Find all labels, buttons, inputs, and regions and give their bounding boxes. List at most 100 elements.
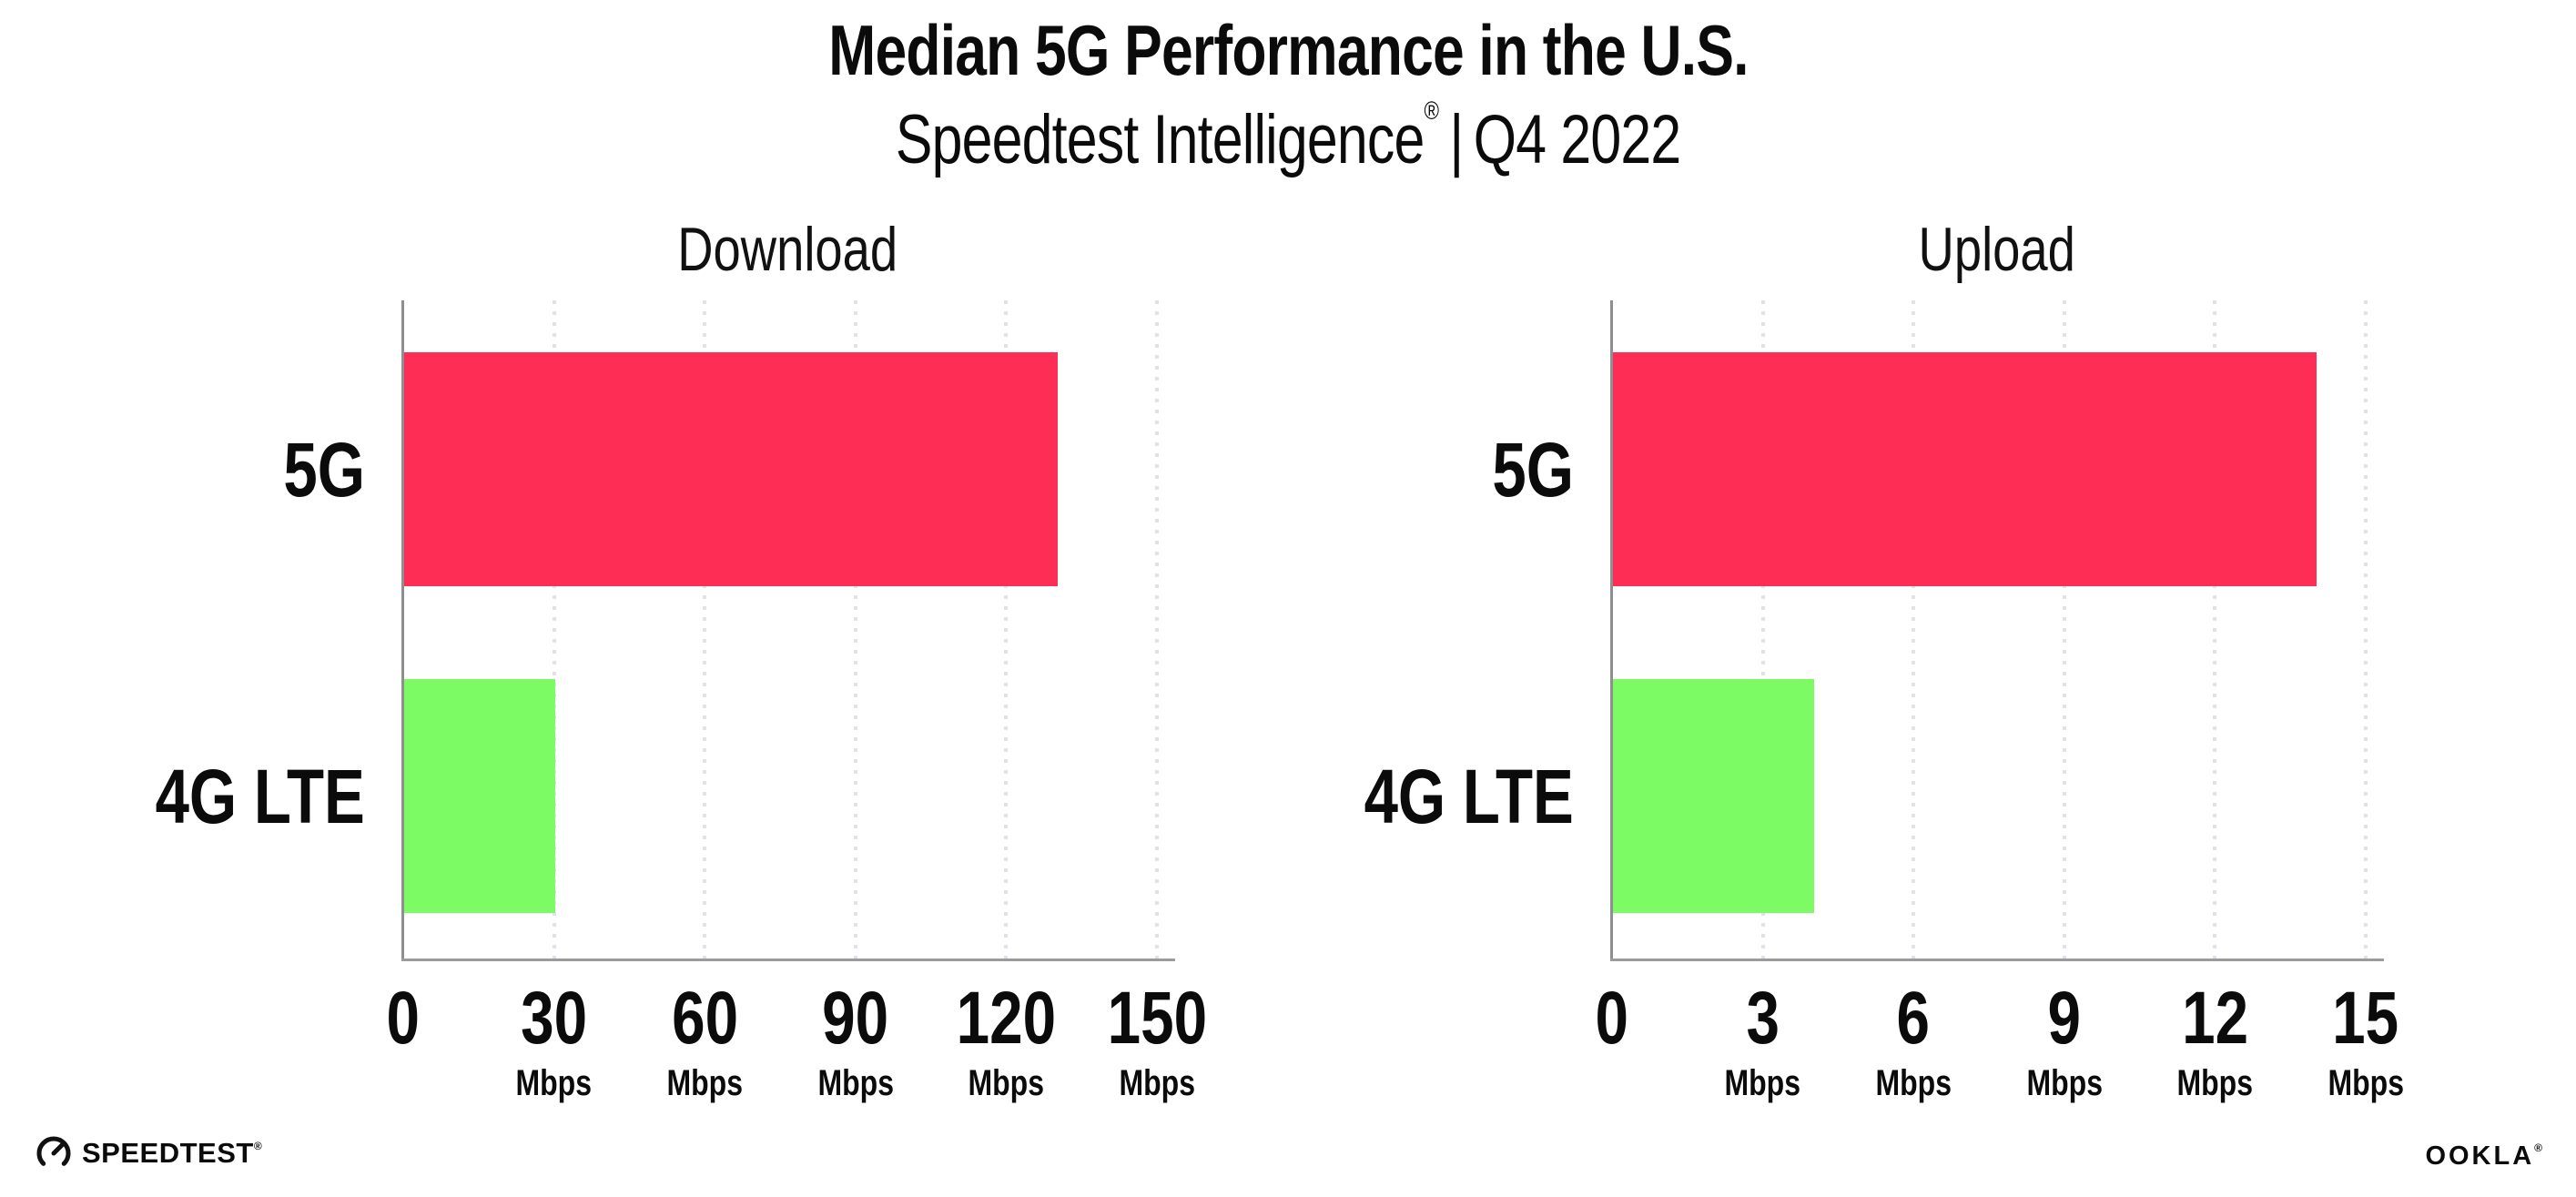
x-tick-unit: Mbps (1804, 1065, 2023, 1101)
x-axis-line (401, 959, 1175, 961)
x-tick-value: 0 (1503, 981, 1721, 1056)
category-label-text: 5G (1492, 426, 1574, 512)
x-tick-value-text: 90 (822, 977, 889, 1060)
x-tick-60: 60 Mbps (595, 981, 814, 1102)
upload-chart-title: Upload (1918, 215, 2075, 284)
download-chart-title: Download (677, 215, 898, 284)
x-tick-value: 120 (897, 981, 1115, 1056)
x-tick-unit-text: Mbps (2328, 1063, 2404, 1103)
x-tick-unit-text: Mbps (1875, 1063, 1952, 1103)
x-tick-9: 9 Mbps (1955, 981, 2174, 1102)
x-tick-value-text: 9 (2047, 977, 2082, 1060)
page-title-text: Median 5G Performance in the U.S. (827, 10, 1749, 90)
bar-5g (404, 352, 1058, 586)
x-tick-unit: Mbps (2257, 1065, 2475, 1101)
speedtest-logo: SPEEDTEST® (35, 1134, 262, 1172)
x-tick-value-text: 6 (1896, 977, 1931, 1060)
x-tick-value: 12 (2105, 981, 2324, 1056)
category-label-4g-lte: 4G LTE (0, 679, 365, 913)
category-label-text: 4G LTE (155, 753, 365, 839)
x-tick-value: 60 (595, 981, 814, 1056)
x-tick-value-text: 3 (1746, 977, 1780, 1060)
x-tick-unit-text: Mbps (817, 1063, 894, 1103)
y-axis-line (401, 300, 404, 959)
category-label-5g: 5G (0, 352, 365, 586)
gridline-6 (1912, 300, 1916, 959)
bar-5g (1613, 352, 2317, 586)
x-tick-value: 90 (746, 981, 965, 1056)
x-tick-unit: Mbps (595, 1065, 814, 1101)
x-tick-unit: Mbps (2105, 1065, 2324, 1101)
x-tick-unit: Mbps (1048, 1065, 1266, 1101)
ookla-registered-icon: ® (2534, 1141, 2545, 1154)
x-tick-value-text: 12 (2181, 977, 2248, 1060)
x-tick-value-text: 0 (386, 977, 421, 1060)
page-subtitle: Speedtest Intelligence® | Q4 2022 (0, 96, 2576, 179)
x-tick-90: 90 Mbps (746, 981, 965, 1102)
x-tick-value: 0 (294, 981, 512, 1056)
x-tick-unit-text: Mbps (1119, 1063, 1195, 1103)
x-tick-0: 0 (1503, 981, 1721, 1056)
x-tick-value-text: 60 (671, 977, 738, 1060)
x-tick-150: 150 Mbps (1048, 981, 1266, 1102)
x-tick-value: 150 (1048, 981, 1266, 1056)
gridline-90 (853, 300, 857, 959)
gridline-60 (703, 300, 707, 959)
gridline-120 (1004, 300, 1009, 959)
x-tick-120: 120 Mbps (897, 981, 1115, 1102)
gridline-3 (1760, 300, 1765, 959)
category-label-text: 5G (283, 426, 365, 512)
gridline-15 (2364, 300, 2368, 959)
x-tick-value-text: 0 (1595, 977, 1629, 1060)
gridline-150 (1155, 300, 1159, 959)
speedtest-gauge-icon (36, 1136, 71, 1171)
x-tick-15: 15 Mbps (2257, 981, 2475, 1102)
x-tick-unit: Mbps (1654, 1065, 1872, 1101)
x-tick-value: 3 (1654, 981, 1872, 1056)
x-tick-unit: Mbps (445, 1065, 664, 1101)
x-tick-value: 30 (445, 981, 664, 1056)
ookla-logo: OOKLA® (2425, 1141, 2545, 1172)
x-axis-line (1610, 959, 2384, 961)
download-chart: Download 5G 4G LTE 0 30 Mbps 60 Mbps 90 Mbps 120 M… (156, 0, 1207, 1197)
x-tick-12: 12 Mbps (2105, 981, 2324, 1102)
ookla-wordmark: OOKLA (2425, 1141, 2535, 1171)
x-tick-unit: Mbps (897, 1065, 1115, 1101)
category-label-4g-lte: 4G LTE (1192, 679, 1574, 913)
x-tick-value: 9 (1955, 981, 2174, 1056)
page-subtitle-text: Speedtest Intelligence® | Q4 2022 (896, 96, 1681, 179)
registered-trademark-icon: ® (1424, 96, 1439, 125)
x-tick-unit: Mbps (1955, 1065, 2174, 1101)
x-tick-value-text: 120 (956, 977, 1057, 1060)
x-tick-unit-text: Mbps (2026, 1063, 2103, 1103)
bar-4g-lte (1613, 679, 1814, 913)
x-tick-value-text: 15 (2332, 977, 2399, 1060)
bar-4g-lte (404, 679, 555, 913)
x-tick-3: 3 Mbps (1654, 981, 1872, 1102)
x-tick-0: 0 (294, 981, 512, 1056)
x-tick-value-text: 150 (1107, 977, 1207, 1060)
speedtest-wordmark: SPEEDTEST® (82, 1137, 263, 1169)
x-tick-unit-text: Mbps (968, 1063, 1045, 1103)
gridline-9 (2062, 300, 2066, 959)
category-label-text: 4G LTE (1364, 753, 1574, 839)
y-axis-line (1610, 300, 1613, 959)
subtitle-quarter: | Q4 2022 (1438, 101, 1681, 178)
subtitle-brand: Speedtest Intelligence (895, 101, 1425, 178)
x-tick-6: 6 Mbps (1804, 981, 2023, 1102)
gridline-30 (552, 300, 556, 959)
x-tick-unit-text: Mbps (1724, 1063, 1801, 1103)
upload-chart: Upload 5G 4G LTE 0 3 Mbps 6 Mbps 9 Mbps 12 Mbps 15 M… (1364, 0, 2404, 1197)
page-title: Median 5G Performance in the U.S. (0, 9, 2576, 92)
x-tick-unit-text: Mbps (515, 1063, 593, 1103)
x-tick-value: 6 (1804, 981, 2023, 1056)
gridline-12 (2213, 300, 2217, 959)
x-tick-unit: Mbps (746, 1065, 965, 1101)
category-label-5g: 5G (1192, 352, 1574, 586)
x-tick-value-text: 30 (521, 977, 588, 1060)
x-tick-30: 30 Mbps (445, 981, 664, 1102)
x-tick-unit-text: Mbps (2176, 1063, 2254, 1103)
x-tick-unit-text: Mbps (666, 1063, 743, 1103)
x-tick-value: 15 (2257, 981, 2475, 1056)
